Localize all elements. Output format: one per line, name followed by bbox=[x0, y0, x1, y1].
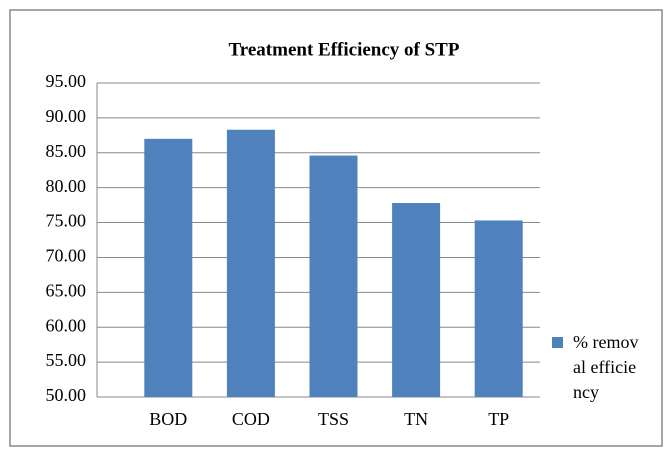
y-tick-label: 65.00 bbox=[46, 280, 87, 300]
y-tick-label: 70.00 bbox=[46, 246, 87, 266]
y-tick-label: 80.00 bbox=[46, 176, 87, 196]
bar bbox=[474, 220, 523, 397]
y-tick-label: 55.00 bbox=[46, 350, 87, 370]
bar bbox=[226, 129, 275, 398]
x-tick-label: TP bbox=[488, 409, 509, 429]
legend-label: % removal efficiency bbox=[573, 332, 639, 402]
y-tick-label: 75.00 bbox=[46, 211, 87, 231]
bar bbox=[392, 203, 441, 397]
x-tick-label: TN bbox=[404, 409, 428, 429]
bar bbox=[309, 155, 358, 397]
x-tick-label: BOD bbox=[149, 409, 187, 429]
x-tick-label: TSS bbox=[318, 409, 349, 429]
y-tick-label: 90.00 bbox=[46, 106, 87, 126]
bar bbox=[144, 138, 193, 398]
y-tick-label: 95.00 bbox=[46, 71, 87, 91]
y-tick-label: 60.00 bbox=[46, 315, 87, 335]
x-tick-label: COD bbox=[232, 409, 270, 429]
y-tick-label: 50.00 bbox=[46, 385, 87, 405]
y-tick-label: 85.00 bbox=[46, 141, 87, 161]
legend-swatch bbox=[552, 337, 563, 348]
chart-title: Treatment Efficiency of STP bbox=[229, 39, 460, 60]
